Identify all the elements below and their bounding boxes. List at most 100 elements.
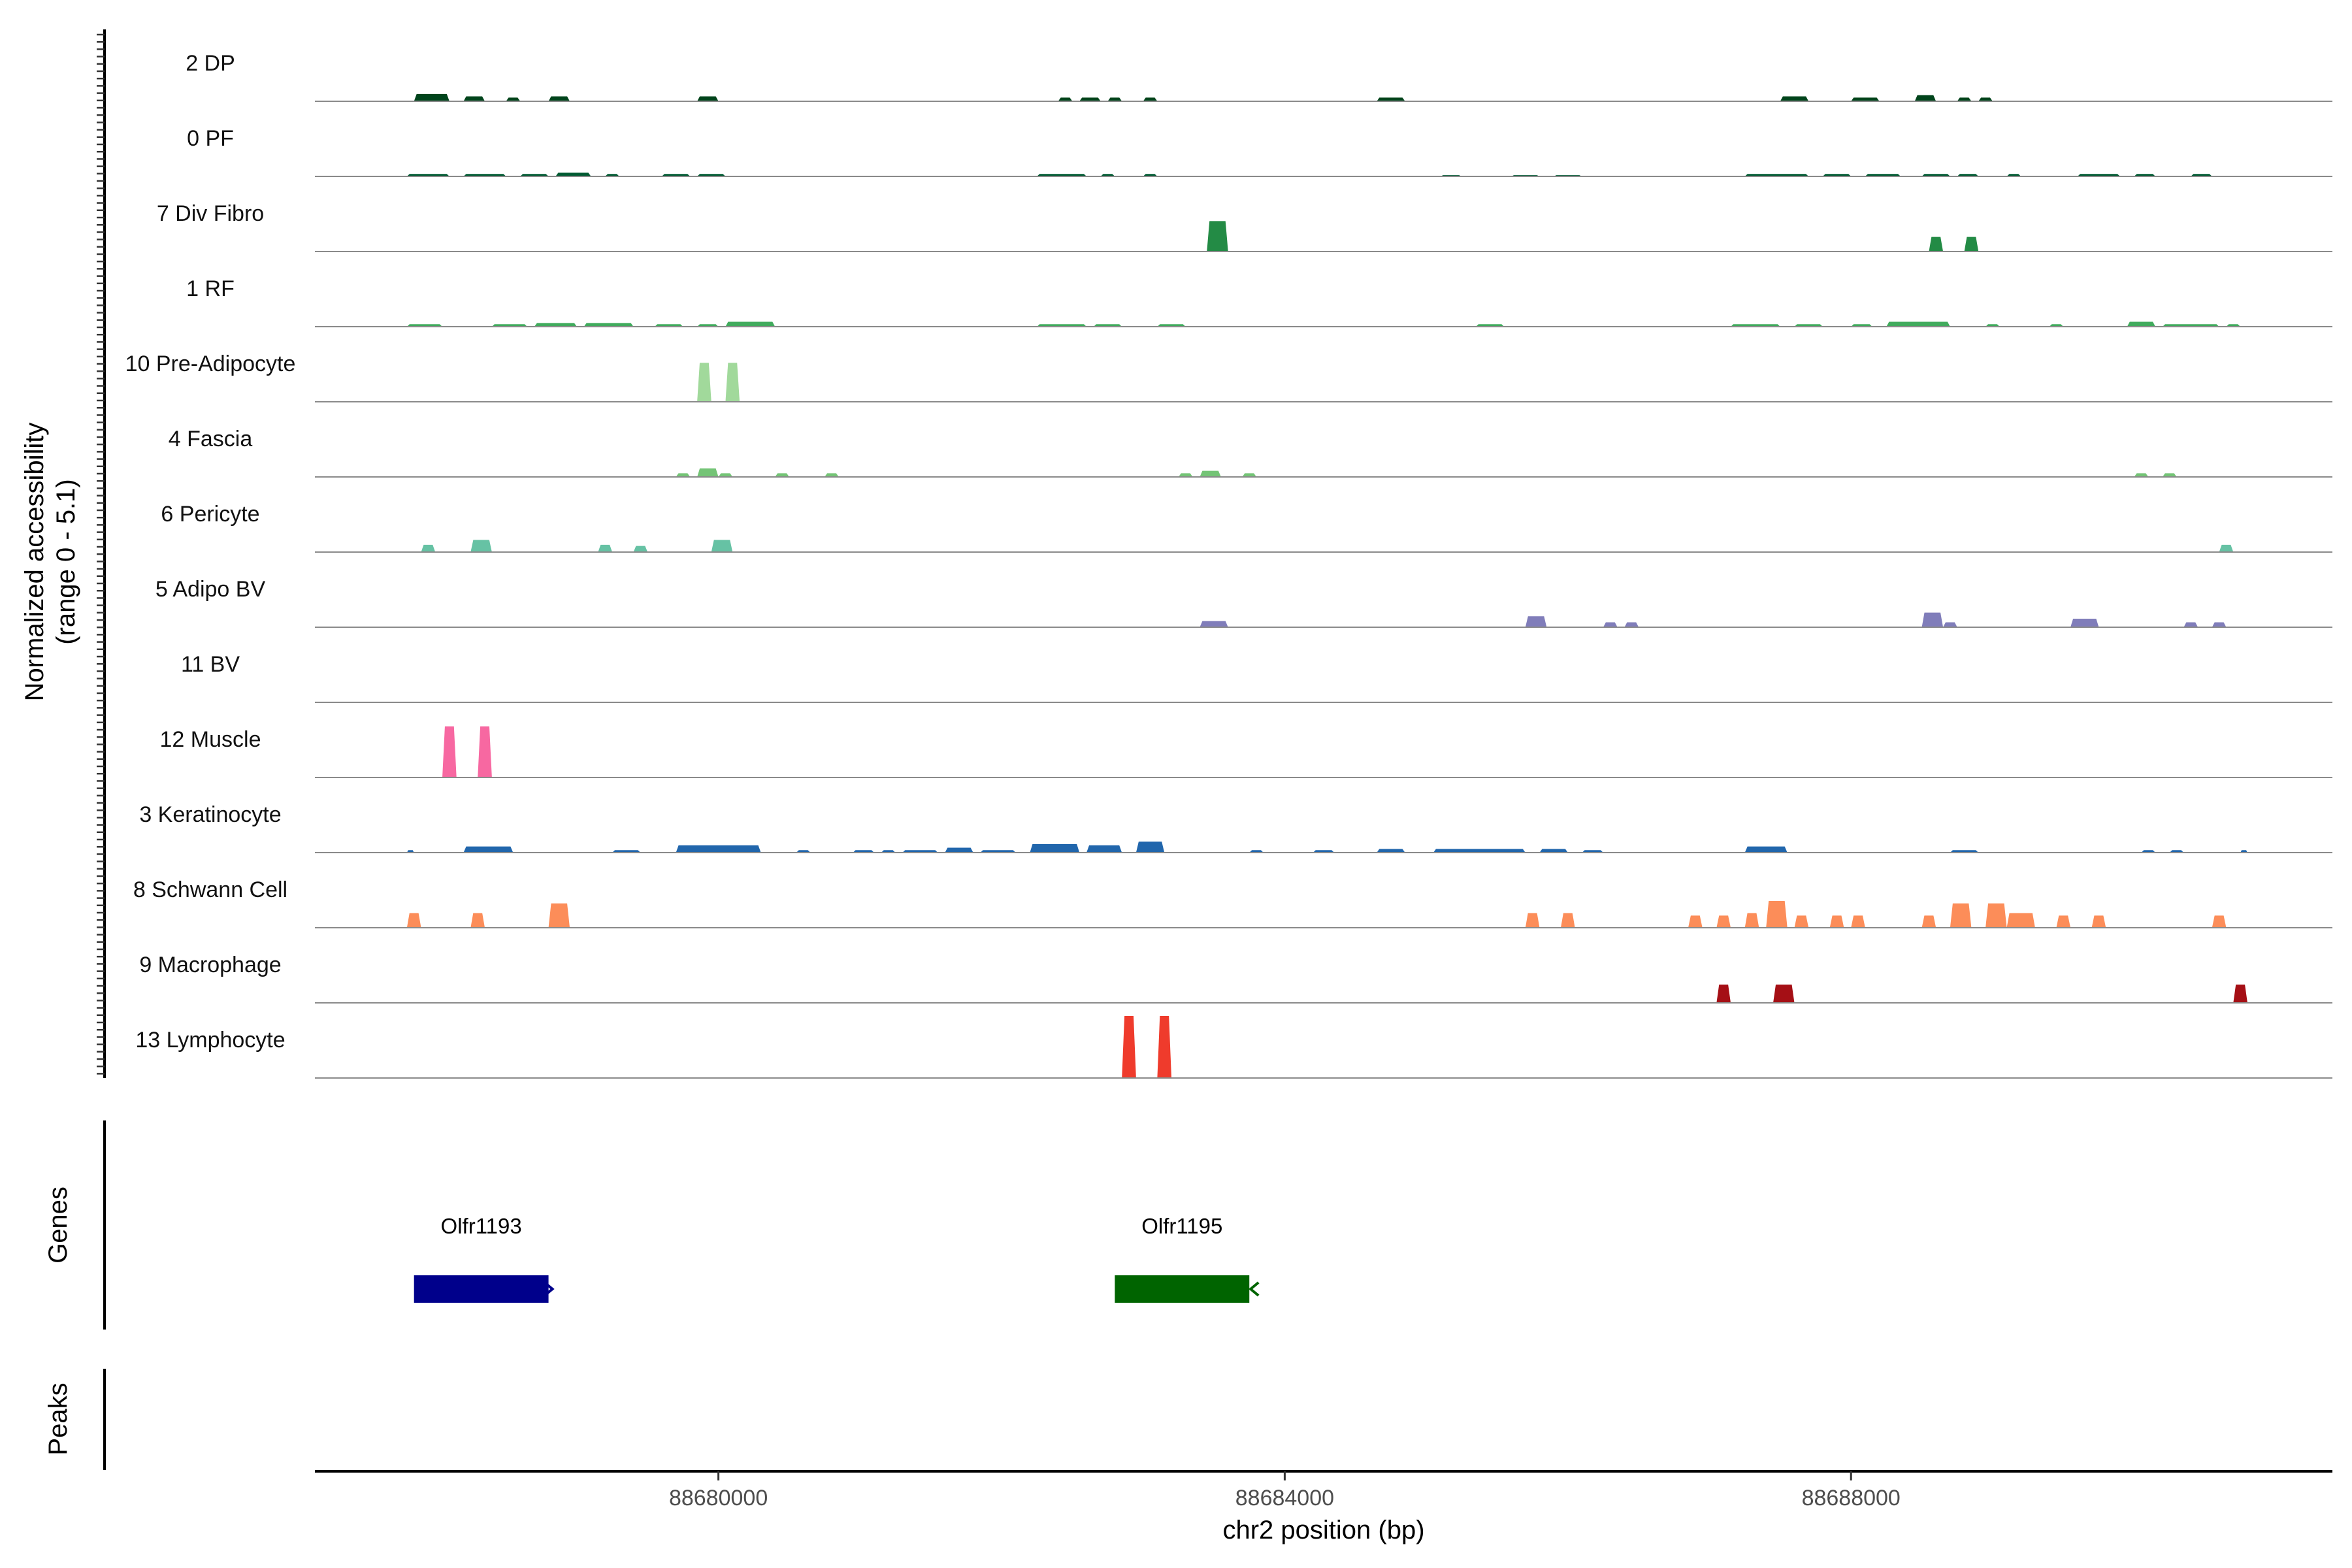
track-label: 11 BV <box>181 652 240 677</box>
coverage-peak <box>718 473 733 477</box>
genes-panel-label: Genes <box>44 1186 73 1264</box>
coverage-peak <box>725 321 776 327</box>
gene-label: Olfr1193 <box>441 1214 522 1238</box>
coverage-peak <box>598 544 613 552</box>
track-5-adipo-bv: 5 Adipo BV <box>155 577 2332 628</box>
gene-label: Olfr1195 <box>1141 1214 1222 1238</box>
coverage-peak <box>2162 473 2177 477</box>
track-label: 6 Pericyte <box>161 502 259 527</box>
coverage-peak <box>1985 903 2007 928</box>
track-label: 8 Schwann Cell <box>133 877 287 902</box>
coverage-peak <box>1624 622 1639 627</box>
coverage-peak <box>1744 846 1788 853</box>
coverage-peak <box>1603 622 1618 627</box>
track-9-macrophage: 9 Macrophage <box>139 953 2332 1004</box>
coverage-peak <box>1829 915 1844 928</box>
coverage-peak <box>1525 616 1547 627</box>
coverage-peak <box>1200 470 1221 477</box>
coverage-peak <box>1178 473 1193 477</box>
coverage-peak <box>945 847 973 853</box>
coverage-peak <box>463 96 485 101</box>
coverage-peak <box>1794 915 1809 928</box>
gene-body <box>1115 1275 1250 1303</box>
coverage-peak <box>1921 612 1944 627</box>
x-tick-label: 88680000 <box>669 1486 768 1511</box>
coverage-peak <box>1780 96 1809 101</box>
coverage-peak <box>1921 915 1936 928</box>
coverage-peak <box>1773 985 1795 1003</box>
coverage-tracks: 2 DP 0 PF 7 Div Fibro 1 RF 10 Pre-Adipocyte 4… <box>125 51 2332 1079</box>
track-8-schwann-cell: 8 Schwann Cell <box>133 877 2332 928</box>
coverage-peak <box>442 726 457 777</box>
coverage-peak <box>676 473 691 477</box>
coverage-peak <box>534 323 577 327</box>
gene-body <box>414 1275 549 1303</box>
coverage-peak <box>1107 97 1122 101</box>
coverage-peak <box>1086 845 1122 853</box>
coverage-peak <box>463 846 514 853</box>
coverage-peak <box>1143 97 1158 101</box>
coverage-peak <box>1851 97 1880 101</box>
coverage-peak <box>548 903 570 928</box>
coverage-peak <box>1377 97 1405 101</box>
coverage-peak <box>1766 901 1788 928</box>
coverage-peak <box>1079 97 1101 101</box>
track-label: 9 Macrophage <box>139 953 281 977</box>
coverage-peak <box>414 93 449 101</box>
coverage-peak <box>2219 544 2234 552</box>
coverage-peak <box>506 97 521 101</box>
coverage-peak <box>711 540 733 552</box>
coverage-peak <box>1539 849 1568 853</box>
coverage-peak <box>1744 913 1759 928</box>
coverage-peak <box>1433 849 1526 853</box>
coverage-peak <box>1950 903 1972 928</box>
coverage-peak <box>633 546 648 552</box>
coverage-peak <box>478 726 492 777</box>
strand-arrow <box>1249 1281 1260 1297</box>
coverage-peak <box>1122 1016 1136 1078</box>
coverage-peak <box>1207 221 1228 252</box>
coverage-peak <box>421 544 436 552</box>
coverage-peak <box>697 363 711 402</box>
track-4-fascia: 4 Fascia <box>169 427 2332 478</box>
coverage-peak <box>1688 915 1703 928</box>
track-13-lymphocyte: 13 Lymphocyte <box>135 1016 2332 1079</box>
track-11-bv: 11 BV <box>181 652 2332 703</box>
coverage-peak <box>2056 915 2071 928</box>
y-axis-title-line2: (range 0 - 5.1) <box>52 479 80 644</box>
track-3-keratinocyte: 3 Keratinocyte <box>139 802 2332 853</box>
coverage-peak <box>676 845 761 853</box>
track-label: 7 Div Fibro <box>157 201 264 226</box>
coverage-peak <box>583 323 634 327</box>
coverage-peak <box>1851 915 1865 928</box>
coverage-peak <box>470 540 492 552</box>
track-7-div-fibro: 7 Div Fibro <box>157 201 2332 252</box>
coverage-peak <box>555 172 591 176</box>
track-10-pre-adipocyte: 10 Pre-Adipocyte <box>125 351 2332 402</box>
coverage-peak <box>2006 913 2035 928</box>
track-2-dp: 2 DP <box>186 51 2332 102</box>
coverage-peak <box>1978 97 1993 101</box>
gene-olfr1195: Olfr1195 <box>1115 1214 1260 1303</box>
coverage-peak <box>1716 985 1731 1003</box>
coverage-peak <box>825 473 839 477</box>
track-label: 12 Muscle <box>160 727 261 752</box>
coverage-peak <box>1058 97 1073 101</box>
x-tick-label: 88688000 <box>1802 1486 1901 1511</box>
coverage-y-axis <box>97 29 106 1078</box>
coverage-peak <box>2134 473 2149 477</box>
track-1-rf: 1 RF <box>186 276 2332 327</box>
track-label: 3 Keratinocyte <box>139 802 281 827</box>
track-0-pf: 0 PF <box>187 126 2332 177</box>
track-6-pericyte: 6 Pericyte <box>161 502 2332 553</box>
genes-panel: Genes Olfr1193 Olfr1195 <box>44 1120 1260 1330</box>
coverage-peak <box>1242 473 1257 477</box>
coverage-peak <box>2070 618 2099 627</box>
track-label: 10 Pre-Adipocyte <box>125 351 296 376</box>
track-label: 2 DP <box>186 51 235 76</box>
gene-olfr1193: Olfr1193 <box>414 1214 555 1303</box>
coverage-peak <box>1200 621 1228 627</box>
track-label: 4 Fascia <box>169 427 253 451</box>
coverage-peak <box>697 96 719 101</box>
